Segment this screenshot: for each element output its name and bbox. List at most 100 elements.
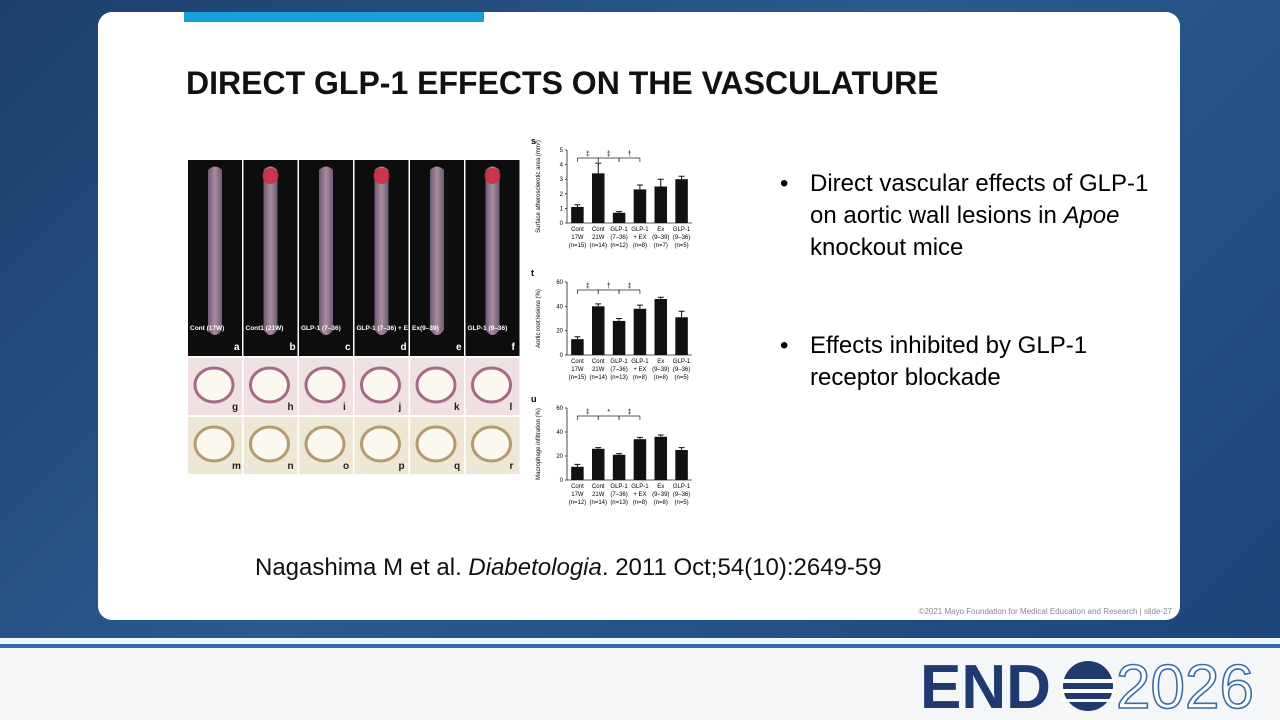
error-bar [595,162,602,174]
x-tick-label: 17W [571,367,584,373]
x-tick-label: GLP-1 [673,484,691,490]
accent-bar [184,12,484,22]
x-tick-label: (7–36) [610,367,627,373]
lesion [373,168,390,184]
x-tick-label: (n=12) [569,500,587,506]
text-run: Effects inhibited by GLP-1 receptor bloc… [810,332,1088,391]
vessel-section [360,425,401,463]
x-tick-label: + EX [633,235,646,241]
x-tick-label: GLP-1 [610,227,628,233]
x-tick-label: (n=8) [654,500,668,506]
y-axis-label: Macrophage infiltration (%) [536,408,542,480]
vessel-section [471,366,512,404]
x-tick-label: + EX [633,367,646,373]
photo-label: Cont (17W) [190,325,224,332]
x-tick-label: (9–39) [652,235,669,241]
text-run: Nagashima M et al. [255,554,469,581]
panel-letter: j [398,402,402,413]
x-tick-label: 17W [571,235,584,241]
error-bar [595,447,602,449]
y-tick-label: 60 [556,406,563,412]
vessel-section [415,425,457,463]
vessel-section [249,366,290,404]
aorta-image [319,166,333,335]
y-tick-label: 2 [560,192,564,198]
x-tick-label: (n=13) [610,375,628,381]
chart-panel-letter: u [531,394,537,404]
x-tick-label: Ex [657,359,664,365]
panel-letter: l [510,402,513,413]
y-tick-label: 20 [556,454,563,460]
x-tick-label: GLP-1 [610,484,628,490]
aorta-image [263,166,278,335]
panel-letter: c [345,342,351,353]
x-tick-label: (9–36) [673,235,690,241]
error-bar [678,447,685,450]
bullet-item: Direct vascular effects of GLP-1 on aort… [780,168,1150,264]
aorta-image [485,166,500,335]
x-tick-label: (n=8) [633,375,647,381]
x-tick-label: Cont [571,484,584,490]
aorta-image [374,166,389,335]
x-tick-label: (n=14) [589,243,607,249]
bar [675,179,688,223]
x-tick-label: Cont [571,227,584,233]
panel-letter: o [343,461,349,472]
photo-label: GLP-1 (9–36) [468,325,508,332]
significance-bracket [618,157,641,162]
bar [633,189,647,223]
error-bar [657,434,664,437]
x-tick-label: Cont [592,359,605,365]
significance-bracket [618,415,641,420]
x-tick-label: (n=5) [674,243,688,249]
x-tick-label: (9–36) [673,492,690,498]
significance-mark: ‡ [628,409,632,416]
y-tick-label: 20 [556,329,563,335]
x-tick-label: (n=14) [589,375,607,381]
x-tick-label: (n=8) [654,375,668,381]
x-tick-label: (n=13) [610,500,628,506]
text-run: Direct vascular effects of GLP-1 on aort… [810,170,1149,229]
y-tick-label: 40 [556,304,563,310]
panel-letter: e [456,342,462,353]
x-tick-label: (9–39) [652,367,669,373]
x-tick-label: 21W [592,492,605,498]
x-tick-label: Cont [592,227,605,233]
photo-label: Ex(9–39) [412,325,439,332]
panel-letter: f [512,342,516,353]
bullet-item: Effects inhibited by GLP-1 receptor bloc… [780,330,1150,394]
photo-label: Cont1 (21W) [246,325,284,332]
x-tick-label: 17W [571,492,584,498]
y-tick-label: 5 [560,148,564,154]
x-tick-label: Cont [571,359,584,365]
x-tick-label: (n=8) [633,500,647,506]
bar [633,308,647,355]
vessel-section [304,366,346,404]
y-axis-label: Surface atherosclerotic area (mm²) [536,140,542,233]
x-tick-label: (n=14) [589,500,607,506]
text-run: Diabetologia [468,554,602,581]
error-bar [574,463,581,467]
aorta-image [430,166,444,335]
slide-title: DIRECT GLP-1 EFFECTS ON THE VASCULATURE [186,65,939,101]
x-tick-label: Ex [657,227,664,233]
significance-mark: ‡ [607,151,611,158]
x-tick-label: (n=7) [654,243,668,249]
y-tick-label: 0 [560,353,564,359]
citation: Nagashima M et al. Diabetologia. 2011 Oc… [255,554,882,582]
logo-left: END [920,653,1051,720]
vessel-section [193,425,235,463]
error-bar [574,336,581,340]
significance-mark: † [607,283,611,290]
bar [571,466,584,480]
error-bar [636,436,643,440]
significance-mark: ‡ [586,283,590,290]
bar [592,448,605,480]
error-bar [616,211,623,213]
x-tick-label: 21W [592,367,605,373]
y-tick-label: 40 [556,430,563,436]
x-tick-label: GLP-1 [631,227,649,233]
bar [571,206,584,223]
error-bar [616,453,623,455]
